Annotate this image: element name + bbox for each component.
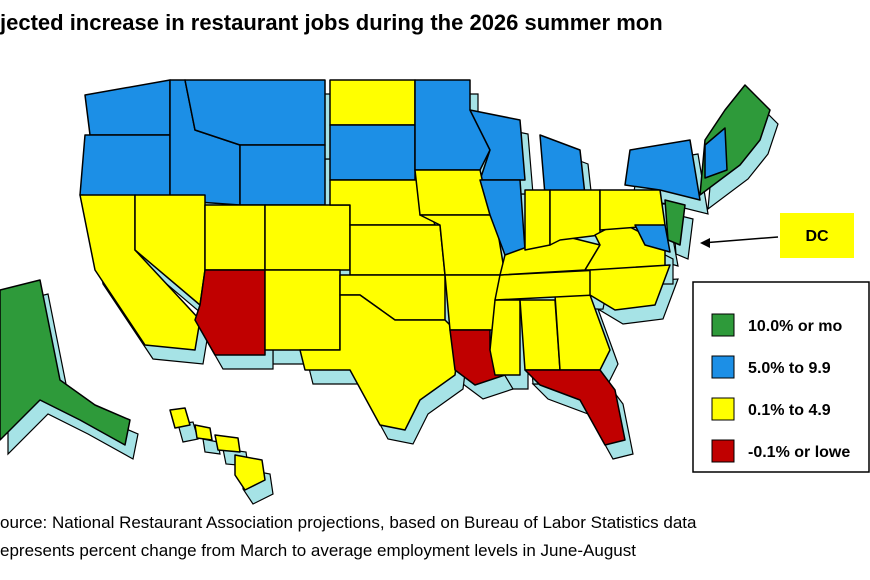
legend-swatch xyxy=(711,397,735,421)
state xyxy=(489,299,521,376)
state xyxy=(549,189,601,246)
state xyxy=(519,299,561,371)
state xyxy=(634,224,671,253)
state-shadow xyxy=(202,438,221,455)
state xyxy=(214,434,241,453)
state xyxy=(239,144,326,206)
source-line: ource: National Restaurant Association p… xyxy=(0,513,697,532)
state xyxy=(664,199,686,246)
state xyxy=(299,294,461,431)
legend-label: 0.1% to 4.9 xyxy=(748,402,831,419)
source-line: epresents percent change from March to a… xyxy=(0,541,636,560)
state xyxy=(704,127,728,179)
legend-label: 5.0% to 9.9 xyxy=(748,360,831,377)
legend: 10.0% or mo 5.0% to 9.9 0.1% to 4.9 -0.1% o… xyxy=(711,313,850,463)
state xyxy=(169,407,191,429)
state xyxy=(349,224,446,276)
legend-label: 10.0% or mo xyxy=(748,318,842,335)
state xyxy=(624,139,701,201)
state xyxy=(589,264,671,311)
state xyxy=(264,269,341,351)
state xyxy=(524,189,551,251)
legend-label: -0.1% or lowe xyxy=(748,444,850,461)
legend-swatch xyxy=(711,355,735,379)
title: jected increase in restaurant jobs durin… xyxy=(0,10,663,35)
state xyxy=(599,189,666,231)
state xyxy=(444,274,501,331)
dc-callout-box xyxy=(780,213,854,258)
dc-arrow xyxy=(701,236,779,244)
state xyxy=(329,124,416,181)
state xyxy=(234,454,266,491)
state xyxy=(414,169,491,216)
legend-swatch xyxy=(711,313,735,337)
legend-swatch xyxy=(711,439,735,463)
state xyxy=(329,79,416,126)
state xyxy=(84,79,171,136)
state xyxy=(79,134,171,201)
dc-arrowhead xyxy=(700,238,710,248)
state xyxy=(539,134,586,196)
state xyxy=(264,204,351,271)
state xyxy=(0,279,131,446)
state xyxy=(194,424,213,441)
dc-callout: DC xyxy=(805,228,829,245)
state xyxy=(204,204,266,271)
us-map xyxy=(0,79,779,505)
state xyxy=(524,369,626,446)
